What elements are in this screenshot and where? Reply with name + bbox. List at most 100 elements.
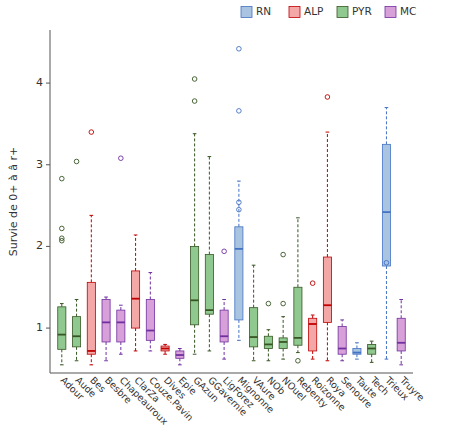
box-plot xyxy=(397,300,405,365)
box-plot xyxy=(235,46,243,340)
lower-whisker xyxy=(194,325,195,354)
box-plot xyxy=(117,156,125,354)
lower-cap xyxy=(385,359,389,360)
legend-swatch xyxy=(289,7,300,18)
lower-whisker xyxy=(179,358,180,365)
box-plot xyxy=(368,341,376,362)
lower-whisker xyxy=(150,340,151,351)
lower-cap xyxy=(89,364,93,365)
lower-cap xyxy=(222,359,226,360)
upper-cap xyxy=(296,217,300,218)
box xyxy=(338,326,346,354)
upper-cap xyxy=(134,234,138,235)
chart-container: 1234AdourAudeBesBesbreChapeaurouxClarZaC… xyxy=(0,0,455,437)
median xyxy=(264,344,272,346)
median xyxy=(353,352,361,354)
box-plot xyxy=(323,95,331,361)
legend: RNALPPYRMC xyxy=(241,5,416,18)
lower-cap xyxy=(75,360,79,361)
upper-whisker xyxy=(297,218,298,287)
box xyxy=(264,336,272,348)
lower-cap xyxy=(340,360,344,361)
box-plot xyxy=(146,273,154,351)
upper-cap xyxy=(119,305,123,306)
boxes xyxy=(58,46,406,364)
box-plot xyxy=(353,343,361,359)
box xyxy=(176,351,184,358)
box-plot xyxy=(191,77,199,355)
legend-label: MC xyxy=(400,5,416,17)
median xyxy=(102,321,110,323)
box xyxy=(368,344,376,354)
y-tick xyxy=(46,164,50,165)
lower-whisker xyxy=(120,342,121,354)
box xyxy=(191,246,199,324)
lower-cap xyxy=(208,350,212,351)
upper-cap xyxy=(399,299,403,300)
lower-whisker xyxy=(253,347,254,361)
box-plot xyxy=(294,218,302,363)
lower-whisker xyxy=(135,328,136,351)
lower-whisker xyxy=(106,342,107,361)
box xyxy=(323,257,331,322)
lower-whisker xyxy=(209,314,210,351)
lower-cap xyxy=(178,364,182,365)
legend-label: RN xyxy=(256,5,271,17)
lower-cap xyxy=(60,364,64,365)
lower-whisker xyxy=(61,349,62,365)
box-plot xyxy=(309,281,317,359)
lower-whisker xyxy=(91,354,92,365)
box xyxy=(117,310,125,342)
box-plot xyxy=(176,349,184,365)
upper-whisker xyxy=(209,157,210,255)
x-tick-label: Truyre xyxy=(397,374,426,403)
lower-whisker xyxy=(356,354,357,359)
median xyxy=(368,348,376,350)
y-tick xyxy=(46,328,50,329)
chart: 1234AdourAudeBesBesbreChapeaurouxClarZaC… xyxy=(0,0,455,437)
upper-whisker xyxy=(386,108,387,145)
upper-cap xyxy=(237,181,241,182)
lower-cap xyxy=(296,352,300,353)
box-plot xyxy=(250,265,258,361)
y-axis-line xyxy=(50,30,51,373)
lower-whisker xyxy=(371,354,372,362)
upper-cap xyxy=(385,107,389,108)
upper-cap xyxy=(149,272,153,273)
upper-whisker xyxy=(283,317,284,338)
legend-swatch xyxy=(337,7,348,18)
box xyxy=(146,300,154,341)
lower-whisker xyxy=(297,345,298,352)
upper-whisker xyxy=(268,330,269,337)
upper-cap xyxy=(163,344,167,345)
box xyxy=(250,308,258,347)
outlier xyxy=(310,281,315,286)
outlier xyxy=(237,207,242,212)
upper-whisker xyxy=(194,134,195,247)
lower-whisker xyxy=(238,320,239,340)
box-plot xyxy=(220,249,228,359)
upper-cap xyxy=(370,341,374,342)
upper-whisker xyxy=(120,305,121,310)
box-plot xyxy=(73,159,81,361)
outlier xyxy=(281,301,286,306)
box xyxy=(397,318,405,351)
box-plot xyxy=(161,344,169,354)
lower-cap xyxy=(281,359,285,360)
lower-cap xyxy=(119,354,123,355)
axes: 1234AdourAudeBesBesbreChapeaurouxClarZaC… xyxy=(36,30,427,427)
median xyxy=(191,299,199,301)
upper-cap xyxy=(208,156,212,157)
upper-cap xyxy=(222,299,226,300)
upper-cap xyxy=(89,215,93,216)
upper-whisker xyxy=(76,300,77,317)
outlier xyxy=(60,176,65,181)
legend-label: PYR xyxy=(352,5,372,17)
median xyxy=(250,336,258,338)
lower-whisker xyxy=(312,351,313,359)
x-axis-line xyxy=(50,373,413,374)
upper-whisker xyxy=(356,343,357,349)
upper-whisker xyxy=(238,181,239,227)
lower-cap xyxy=(163,354,167,355)
upper-whisker xyxy=(327,132,328,257)
